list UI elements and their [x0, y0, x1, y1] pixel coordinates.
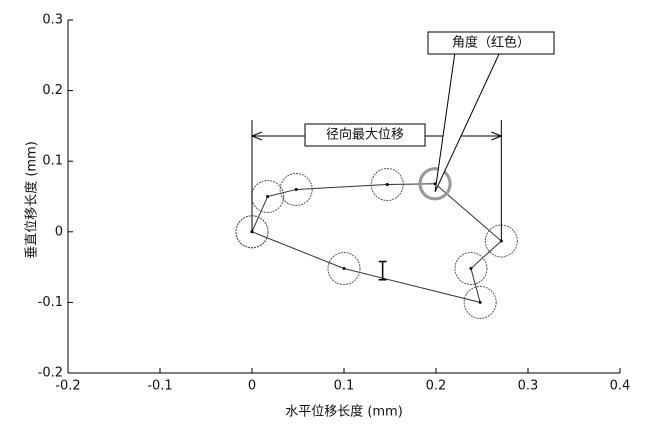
x-tick-label: 0: [248, 379, 256, 394]
marker-circle: [279, 172, 313, 206]
marker-circle: [327, 252, 361, 286]
y-axis-label: 垂直位移长度 (mm): [24, 141, 40, 259]
x-tick-label: 0.3: [518, 379, 539, 394]
x-tick-label: 0.2: [426, 379, 447, 394]
x-tick-label: 0.1: [334, 379, 355, 394]
marker-circle: [463, 285, 497, 319]
marker-dot: [469, 267, 473, 271]
y-tick-label: 0.1: [42, 154, 63, 169]
x-tick-label: -0.2: [55, 379, 80, 394]
data-line: [251, 183, 503, 304]
annotation-box: [427, 31, 555, 55]
marker-dot: [342, 267, 346, 271]
y-tick-label: 0: [55, 224, 63, 239]
y-tick-label: -0.1: [38, 295, 63, 310]
marker-circle: [484, 224, 518, 258]
x-tick-label: -0.1: [147, 379, 172, 394]
y-tick-label: 0.2: [42, 83, 63, 98]
x-tick-label: 0.4: [610, 379, 631, 394]
annotation-box: [304, 123, 426, 147]
y-tick-label: -0.2: [38, 366, 63, 381]
marker-circle: [370, 167, 404, 201]
annotation: 径向最大位移: [326, 127, 404, 143]
marker-dot: [385, 182, 389, 186]
marker-dot: [266, 195, 270, 198]
marker-dot: [294, 187, 298, 191]
marker-dot: [478, 300, 482, 304]
error-bar: [378, 260, 387, 281]
marker-circle: [454, 252, 488, 286]
x-axis-label: 水平位移长度 (mm): [285, 404, 403, 420]
marker-circle: [235, 215, 269, 249]
annotation: 角度（红色）: [452, 35, 530, 51]
callout: [434, 51, 501, 193]
angle-ring: [418, 167, 452, 201]
y-tick-label: 0.3: [42, 13, 63, 28]
